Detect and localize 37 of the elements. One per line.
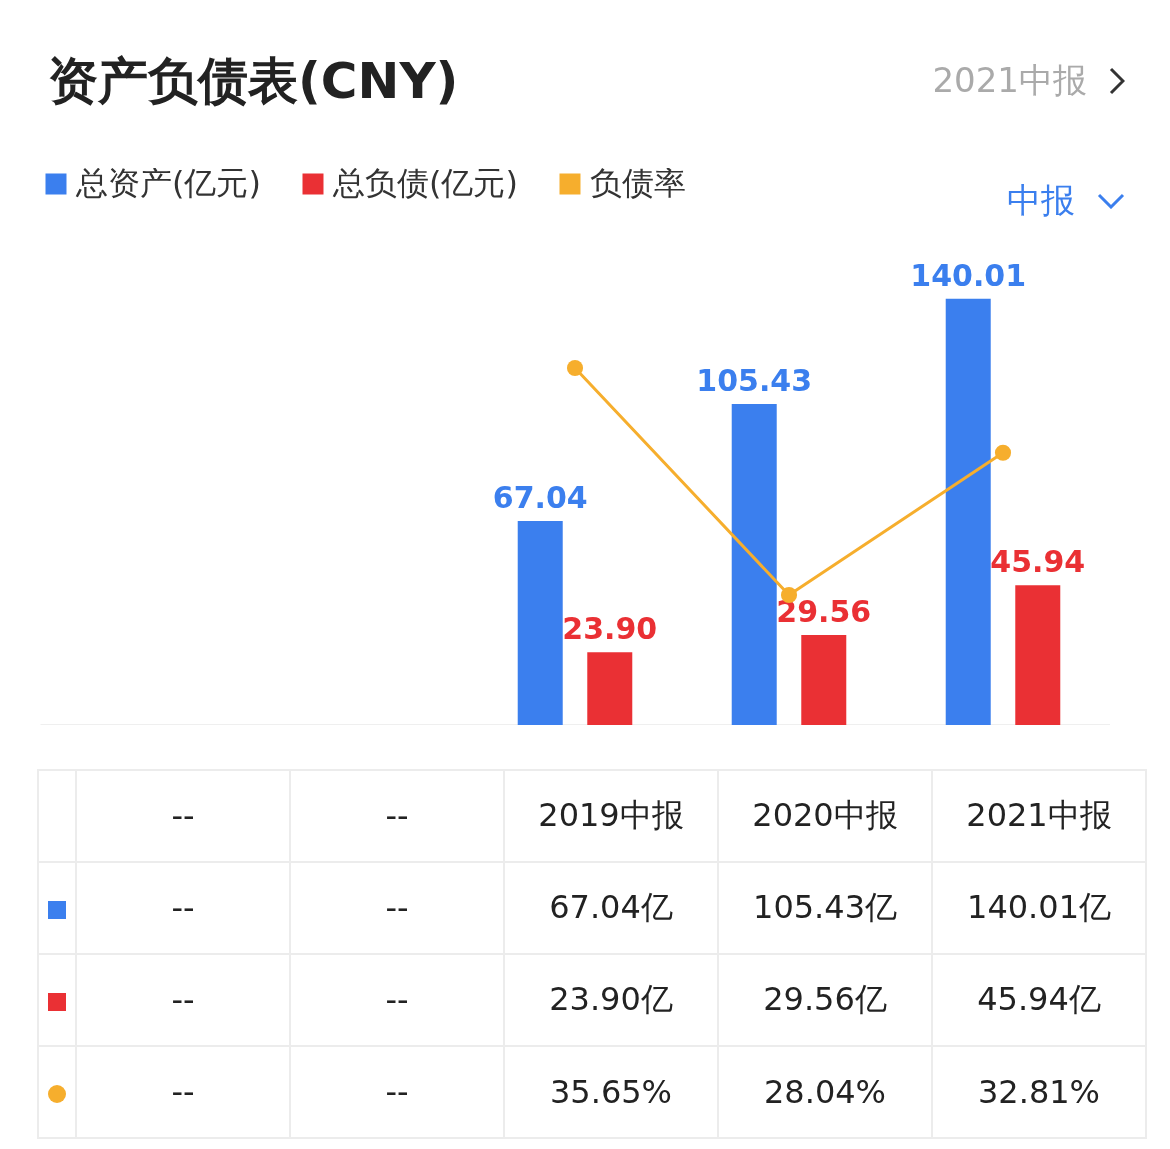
x-tick-label: --: [76, 770, 290, 862]
x-tick-label: 2020中报: [718, 770, 932, 862]
data-label: 67.04: [492, 479, 588, 515]
bar: [517, 520, 563, 725]
text: 67.04亿: [504, 862, 718, 954]
text: --: [290, 954, 504, 1046]
bar: [801, 635, 847, 725]
data-label: 105.43: [696, 363, 813, 399]
bar: [731, 404, 777, 725]
data-label: 35.65%: [504, 1046, 718, 1138]
text: 中报: [1007, 179, 1075, 222]
text: --: [76, 954, 290, 1046]
text: 2021中报: [932, 59, 1087, 102]
text: 45.94亿: [932, 954, 1146, 1046]
bar: [587, 652, 633, 725]
data-label: 140.01: [910, 257, 1027, 293]
text: --: [290, 862, 504, 954]
legend-label: 总负债(亿元): [332, 164, 518, 202]
text: --: [76, 862, 290, 954]
text: 23.90亿: [504, 954, 718, 1046]
bar: [1015, 585, 1061, 725]
text: 140.01亿: [932, 862, 1146, 954]
data-label: 45.94: [990, 544, 1086, 580]
data-label: 28.04%: [718, 1046, 932, 1138]
text: 29.56亿: [718, 954, 932, 1046]
bar: [945, 298, 991, 725]
x-tick-label: 2021中报: [932, 770, 1146, 862]
data-label: 29.56: [776, 594, 872, 630]
text: --: [385, 1073, 409, 1111]
data-label: 23.90: [562, 611, 658, 647]
x-tick-label: --: [290, 770, 504, 862]
legend-label: 总资产(亿元): [75, 164, 261, 202]
text: --: [171, 1073, 195, 1111]
x-tick-label: 2019中报: [504, 770, 718, 862]
chart-title: 资产负债表(CNY): [48, 51, 459, 112]
text: 105.43亿: [718, 862, 932, 954]
data-label: 32.81%: [932, 1046, 1146, 1138]
